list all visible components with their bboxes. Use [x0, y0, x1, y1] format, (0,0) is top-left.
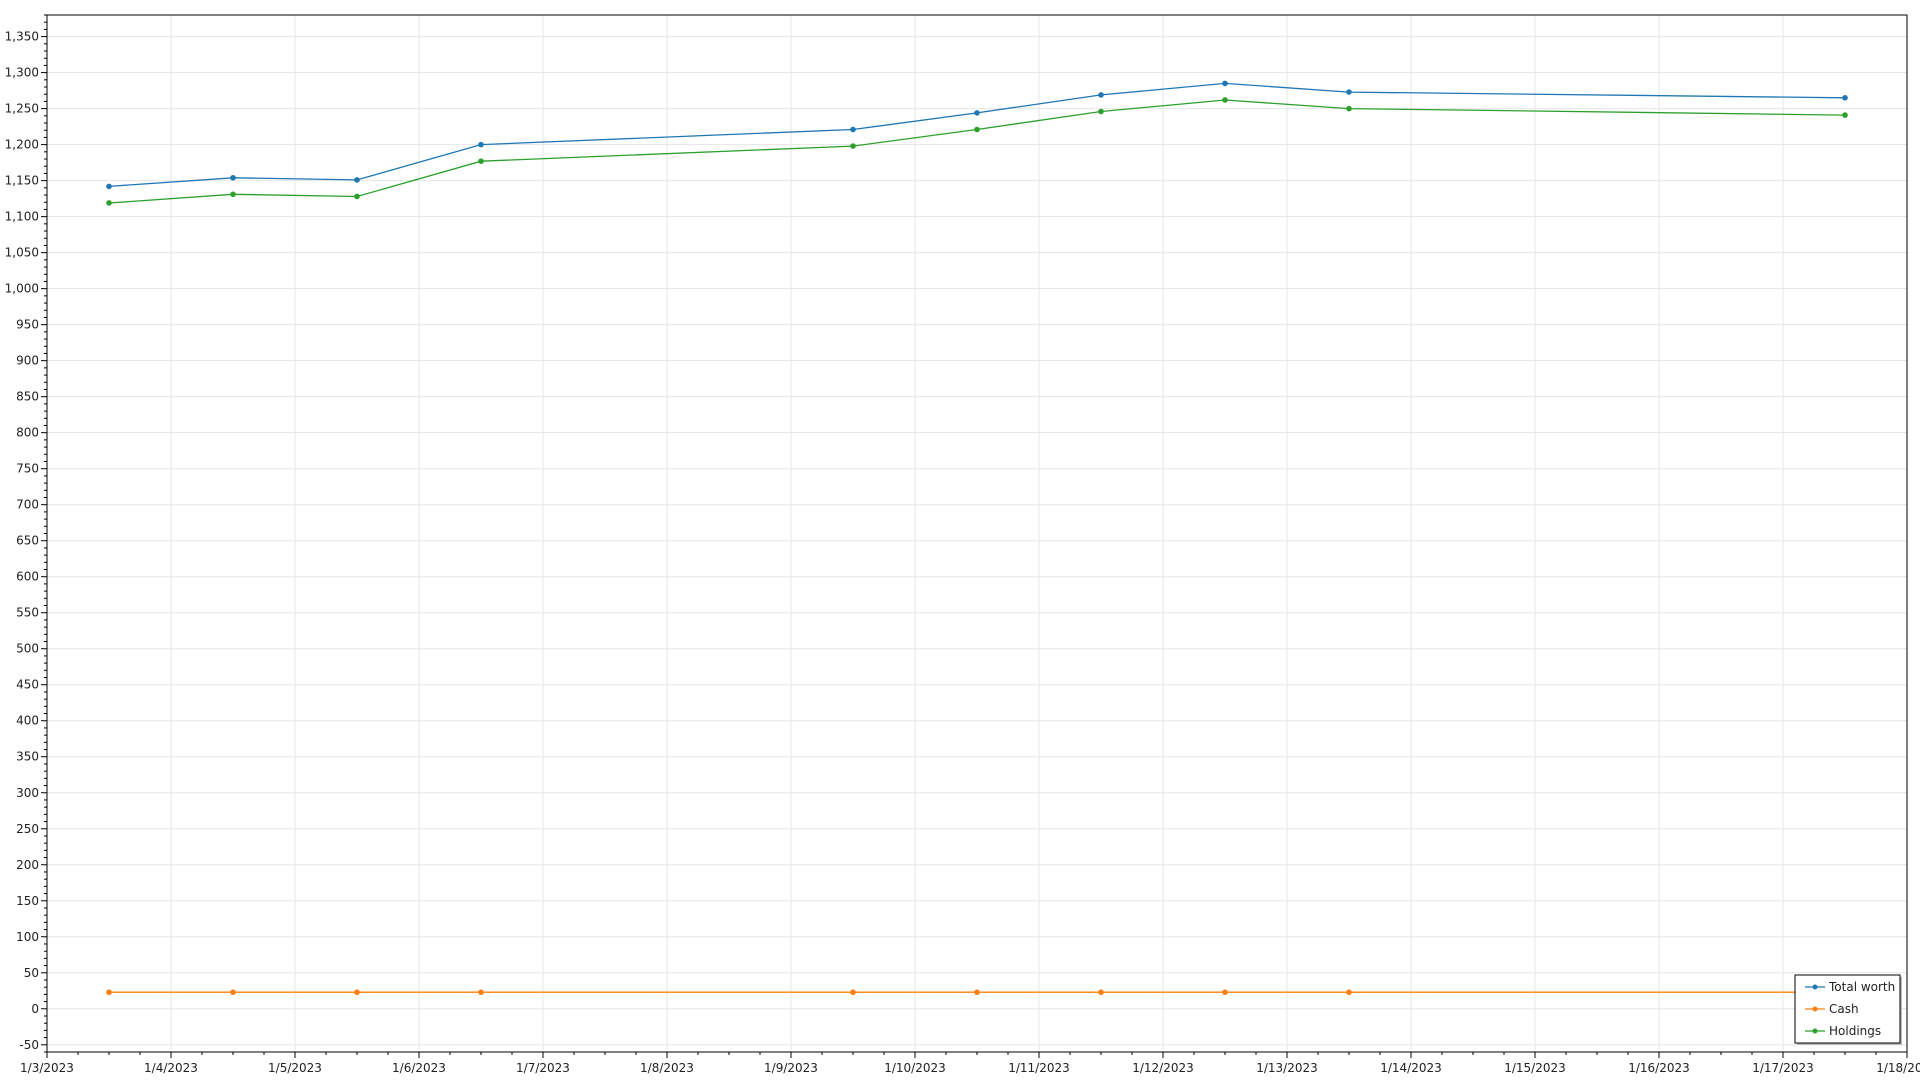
- y-tick-label: 400: [16, 714, 39, 728]
- x-tick-label: 1/14/2023: [1380, 1061, 1442, 1075]
- x-tick-label: 1/12/2023: [1132, 1061, 1194, 1075]
- y-tick-label: 500: [16, 642, 39, 656]
- grid-lines: [46, 15, 1908, 1052]
- x-tick-label: 1/11/2023: [1008, 1061, 1070, 1075]
- y-tick-label: 850: [16, 390, 39, 404]
- y-tick-label: 1,050: [5, 246, 39, 260]
- data-point-holdings: [230, 191, 236, 198]
- y-tick-label: 650: [16, 534, 39, 548]
- x-tick-label: 1/4/2023: [144, 1061, 198, 1075]
- legend-label-cash: Cash: [1829, 1002, 1859, 1016]
- data-point-cash: [1098, 989, 1104, 996]
- y-tick-label: 1,100: [5, 210, 39, 224]
- data-point-holdings: [850, 143, 856, 149]
- data-point-total-worth: [230, 174, 236, 181]
- data-point-cash: [974, 989, 980, 996]
- legend: Total worth Cash Holdings: [1794, 974, 1902, 1045]
- y-tick-label: 1,200: [5, 138, 39, 152]
- data-point-cash: [354, 989, 360, 996]
- series-lines: [106, 80, 1848, 996]
- y-tick-label: 1,300: [5, 66, 39, 80]
- legend-label-holdings: Holdings: [1829, 1024, 1881, 1038]
- legend-label-total-worth: Total worth: [1828, 980, 1895, 994]
- data-point-holdings: [106, 200, 112, 206]
- data-point-holdings: [354, 193, 360, 200]
- legend-marker-holdings: [1812, 1028, 1818, 1034]
- data-point-total-worth: [478, 141, 484, 148]
- y-tick-label: 600: [16, 570, 39, 584]
- y-tick-label: 350: [16, 750, 39, 764]
- y-tick-label: 950: [16, 318, 39, 332]
- data-point-cash: [106, 989, 112, 996]
- y-tick-label: 550: [16, 606, 39, 620]
- y-tick-label: 800: [16, 426, 39, 440]
- data-point-total-worth: [1346, 89, 1352, 95]
- y-tick-label: 750: [16, 462, 39, 476]
- y-tick-label: 0: [31, 1002, 39, 1016]
- x-tick-label: 1/17/2023: [1752, 1061, 1814, 1075]
- y-tick-label: 50: [24, 966, 39, 980]
- y-tick-label: -50: [19, 1038, 39, 1052]
- legend-marker-cash: [1812, 1006, 1818, 1012]
- x-tick-label: 1/3/2023: [20, 1061, 74, 1075]
- x-tick-label: 1/10/2023: [884, 1061, 946, 1075]
- data-point-cash: [850, 989, 856, 996]
- y-axis: -50 0 50 100 150 200 250 300 350 400 450 500 550 600 6…: [5, 14, 47, 1053]
- data-point-holdings: [1222, 97, 1228, 103]
- data-point-total-worth: [850, 126, 856, 133]
- data-point-total-worth: [974, 110, 980, 116]
- series-line-total-worth: [108, 82, 1846, 188]
- x-tick-label: 1/6/2023: [392, 1061, 446, 1075]
- data-point-holdings: [1098, 108, 1104, 115]
- data-point-holdings: [478, 158, 484, 164]
- data-point-cash: [1222, 989, 1228, 996]
- y-tick-label: 200: [16, 858, 39, 872]
- data-point-holdings: [1346, 105, 1352, 112]
- data-point-cash: [230, 989, 236, 996]
- legend-marker-total-worth: [1812, 984, 1818, 990]
- x-tick-label: 1/13/2023: [1256, 1061, 1318, 1075]
- data-point-holdings: [974, 126, 980, 133]
- y-tick-label: 1,350: [5, 30, 39, 44]
- x-tick-label: 1/16/2023: [1628, 1061, 1690, 1075]
- x-axis: 1/3/2023 1/4/2023 1/5/2023 1/6/2023 1/7/2023…: [20, 1052, 1920, 1075]
- series-line-holdings: [108, 99, 1846, 204]
- y-tick-label: 450: [16, 678, 39, 692]
- data-point-cash: [1346, 989, 1352, 996]
- plot-background: [47, 15, 1907, 1052]
- y-tick-label: 700: [16, 498, 39, 512]
- x-tick-label: 1/18/2023: [1876, 1061, 1920, 1075]
- y-tick-label: 1,250: [5, 102, 39, 116]
- x-tick-label: 1/9/2023: [764, 1061, 818, 1075]
- data-point-holdings: [1842, 112, 1848, 118]
- y-tick-label: 900: [16, 354, 39, 368]
- data-point-total-worth: [354, 177, 360, 183]
- data-point-total-worth: [1098, 92, 1104, 98]
- y-tick-label: 100: [16, 930, 39, 944]
- y-tick-label: 1,000: [5, 282, 39, 296]
- data-point-total-worth: [1842, 95, 1848, 101]
- y-tick-label: 300: [16, 786, 39, 800]
- y-tick-label: 150: [16, 894, 39, 908]
- data-point-cash: [478, 989, 484, 996]
- data-point-total-worth: [106, 183, 112, 190]
- x-tick-label: 1/5/2023: [268, 1061, 322, 1075]
- x-tick-label: 1/15/2023: [1504, 1061, 1566, 1075]
- y-tick-label: 250: [16, 822, 39, 836]
- x-tick-label: 1/7/2023: [516, 1061, 570, 1075]
- y-tick-label: 1,150: [5, 174, 39, 188]
- x-tick-label: 1/8/2023: [640, 1061, 694, 1075]
- data-point-total-worth: [1222, 80, 1228, 87]
